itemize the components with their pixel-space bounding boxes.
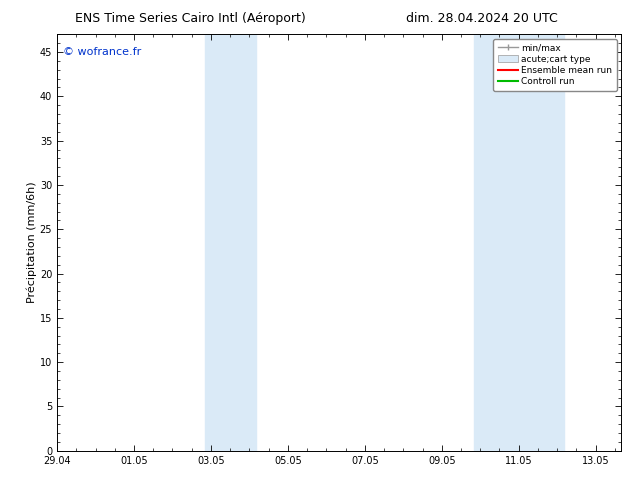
Bar <box>500 34 564 451</box>
Text: dim. 28.04.2024 20 UTC: dim. 28.04.2024 20 UTC <box>406 12 558 25</box>
Legend: min/max, acute;cart type, Ensemble mean run, Controll run: min/max, acute;cart type, Ensemble mean … <box>493 39 617 91</box>
Bar <box>474 34 500 451</box>
Bar <box>205 34 256 451</box>
Text: ENS Time Series Cairo Intl (Aéroport): ENS Time Series Cairo Intl (Aéroport) <box>75 12 306 25</box>
Text: © wofrance.fr: © wofrance.fr <box>63 47 141 57</box>
Y-axis label: Précipitation (mm/6h): Précipitation (mm/6h) <box>27 182 37 303</box>
